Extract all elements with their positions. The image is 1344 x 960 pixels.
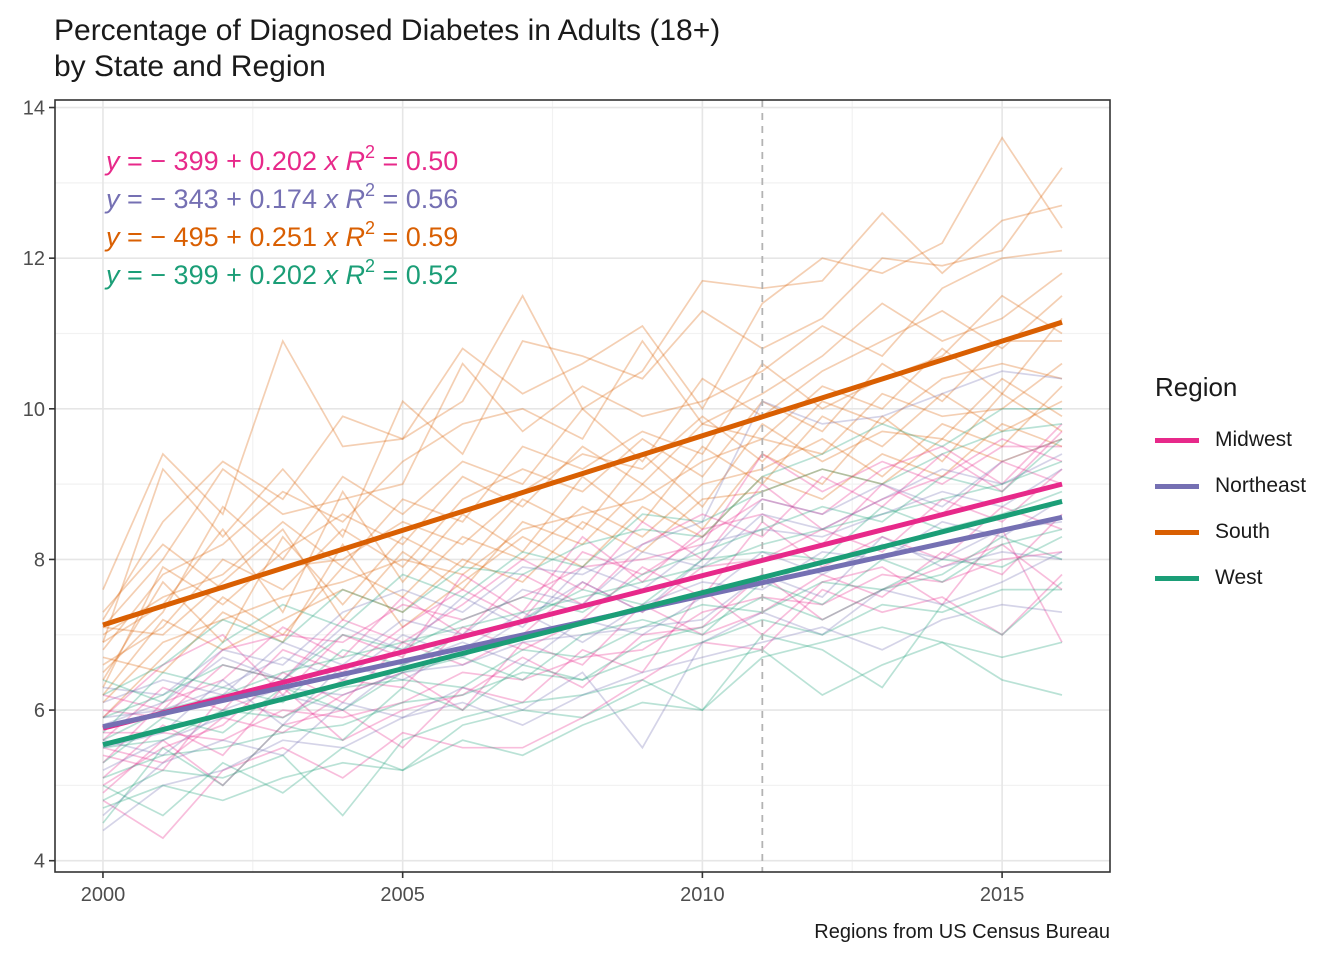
legend-key [1155, 483, 1199, 489]
series-line-west [102, 460, 1063, 741]
series-line-northeast [102, 498, 1063, 749]
series-line-west [102, 588, 1062, 779]
legend-label: Midwest [1215, 428, 1293, 451]
x-tick-label: 2000 [81, 884, 126, 906]
legend-label: Northeast [1215, 474, 1307, 497]
chart-caption: Regions from US Census Bureau [814, 921, 1110, 943]
series-line-south [102, 204, 1063, 621]
series-line-south [102, 317, 1063, 688]
series-line-south [102, 272, 1063, 651]
plot-border [54, 99, 1111, 873]
series-line-south [102, 249, 1063, 628]
trend-line-south [102, 319, 1063, 628]
y-tick-label: 14 [23, 98, 45, 120]
equation-midwest: y = − 399 + 0.202 x R2 = 0.50 [104, 142, 458, 176]
series-line-west [102, 626, 1063, 809]
series-line-northeast [102, 603, 1063, 832]
series-line-west [102, 581, 1063, 817]
series-line-midwest [102, 437, 1063, 719]
chart-title: Percentage of Diagnosed Diabetes in Adul… [54, 14, 721, 47]
series-line-south [102, 340, 1062, 666]
legend-key [1155, 529, 1199, 535]
series-line-midwest [102, 423, 1063, 741]
x-tick-label: 2005 [380, 884, 425, 906]
series-line-south [102, 136, 1063, 590]
series-line-northeast [102, 551, 1063, 817]
series-line-south [102, 392, 1063, 636]
y-tick-label: 6 [34, 700, 45, 722]
legend-key [1155, 437, 1199, 443]
series-line-northeast [102, 370, 1063, 696]
chart-subtitle: by State and Region [54, 50, 326, 83]
series-line-midwest [102, 513, 1063, 764]
series-line-south [102, 295, 1063, 673]
y-tick-label: 10 [23, 399, 45, 421]
series-line-west [102, 535, 1063, 824]
trend-line-midwest [102, 481, 1063, 731]
series-line-west [102, 423, 1063, 704]
series-line-south [102, 362, 1063, 704]
x-tick-label: 2015 [980, 884, 1025, 906]
series-line-south [102, 437, 1063, 696]
legend-label: South [1215, 520, 1270, 543]
equation-south: y = − 495 + 0.251 x R2 = 0.59 [104, 218, 458, 252]
legend-key [1155, 575, 1199, 581]
series-line-west [102, 438, 1063, 719]
series-line-south [102, 167, 1063, 643]
series-line-midwest [102, 445, 1062, 712]
plot-panel [55, 100, 1110, 872]
series-line-northeast [102, 535, 1063, 757]
series-line-south [102, 422, 1063, 674]
series-line-midwest [102, 573, 1063, 840]
trend-line-west [102, 499, 1063, 748]
major-grid [55, 100, 1110, 872]
legend-title: Region [1155, 372, 1238, 402]
series-line-midwest [102, 460, 1063, 719]
trend-lines [102, 319, 1063, 748]
legend-item-midwest: Midwest [1155, 417, 1306, 463]
legend-item-south: South [1155, 509, 1306, 555]
equation-northeast: y = − 343 + 0.174 x R2 = 0.56 [104, 180, 458, 214]
legend-item-northeast: Northeast [1155, 463, 1306, 509]
legend-label: West [1215, 566, 1263, 589]
series-line-south [102, 392, 1063, 644]
series-line-northeast [102, 468, 1063, 726]
y-tick-label: 12 [23, 248, 45, 270]
series-line-midwest [103, 551, 1063, 742]
y-tick-label: 4 [34, 851, 45, 873]
x-tick-label: 2010 [680, 884, 725, 906]
series-line-west [102, 407, 1062, 696]
minor-grid [55, 100, 1110, 872]
series-line-west [102, 536, 1063, 749]
y-tick-label: 8 [34, 549, 45, 571]
series-line-northeast [102, 438, 1063, 719]
equation-west: y = − 399 + 0.202 x R2 = 0.52 [104, 256, 458, 290]
series-line-west [102, 490, 1063, 734]
series-line-midwest [102, 527, 1063, 794]
series-line-midwest [102, 543, 1063, 779]
series-line-west [102, 641, 1063, 817]
legend: Region Midwest Northeast South West [1155, 372, 1306, 601]
series-line-south [102, 385, 1063, 719]
legend-item-west: West [1155, 555, 1306, 601]
